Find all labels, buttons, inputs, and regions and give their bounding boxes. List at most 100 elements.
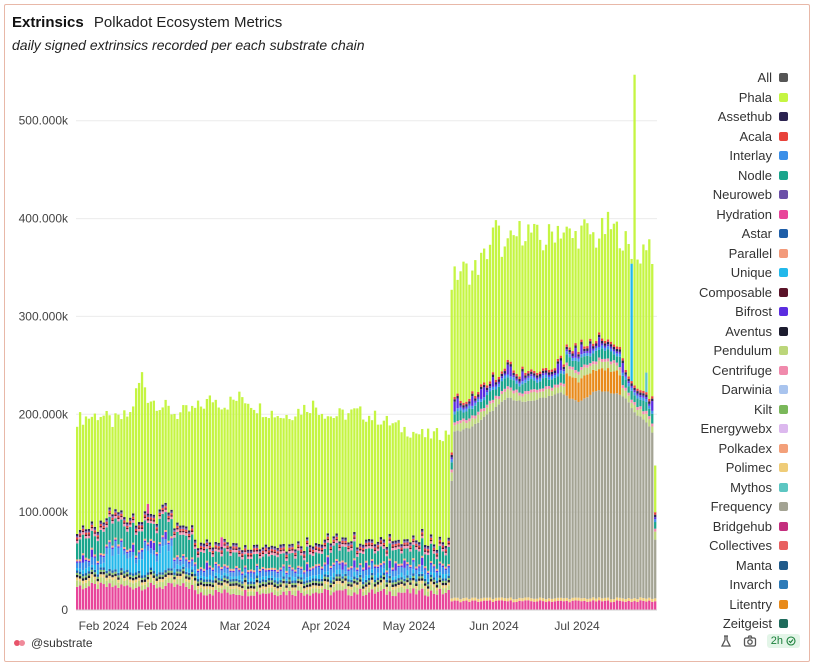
- bar-segment-pendulum[interactable]: [205, 589, 209, 596]
- bar-segment-neuroweb[interactable]: [123, 519, 126, 521]
- bar-segment-pendulum[interactable]: [370, 582, 374, 590]
- bar-segment-pendulum[interactable]: [87, 580, 91, 587]
- bar-segment-bifrost[interactable]: [220, 568, 223, 571]
- bar-segment-pendulum[interactable]: [291, 590, 294, 595]
- bar-segment-polimec[interactable]: [226, 583, 229, 587]
- bar-segment-acala[interactable]: [544, 367, 548, 371]
- bar-segment-frequency[interactable]: [556, 393, 560, 598]
- bar-segment-interlay[interactable]: [624, 376, 627, 380]
- bar-segment-assethub[interactable]: [264, 544, 268, 547]
- bar-segment-astar[interactable]: [282, 576, 285, 579]
- bar-segment-assethub[interactable]: [258, 549, 262, 552]
- bar-segment-astar[interactable]: [435, 580, 439, 584]
- bar-segment-astar[interactable]: [78, 571, 82, 575]
- bar-segment-pendulum[interactable]: [90, 577, 94, 583]
- bar-segment-acala[interactable]: [527, 370, 530, 374]
- bar-segment-neuroweb[interactable]: [105, 520, 108, 522]
- bar-segment-hydration[interactable]: [308, 595, 312, 610]
- bar-segment-frequency[interactable]: [550, 395, 554, 599]
- bar-segment-assethub[interactable]: [565, 346, 568, 350]
- bar-segment-composable[interactable]: [429, 539, 433, 542]
- bar-segment-aventus[interactable]: [376, 582, 380, 585]
- bar-segment-interlay[interactable]: [556, 373, 560, 377]
- bar-segment-centrifuge[interactable]: [432, 551, 436, 554]
- bar-segment-assethub[interactable]: [140, 522, 144, 525]
- bar-segment-centrifuge[interactable]: [539, 388, 542, 392]
- bar-segment-frequency[interactable]: [474, 423, 477, 598]
- bar-segment-astar[interactable]: [415, 579, 418, 582]
- bar-segment-bifrost[interactable]: [550, 374, 554, 377]
- bar-segment-interlay[interactable]: [562, 371, 565, 375]
- bar-segment-acala[interactable]: [199, 546, 203, 548]
- bar-segment-interlay[interactable]: [341, 569, 344, 574]
- bar-segment-interlay[interactable]: [453, 411, 456, 415]
- bar-segment-neuroweb[interactable]: [90, 523, 94, 525]
- bar-segment-parallel[interactable]: [244, 565, 247, 568]
- bar-segment-polimec[interactable]: [468, 598, 471, 602]
- bar-segment-phala[interactable]: [347, 413, 350, 543]
- bar-segment-neuroweb[interactable]: [435, 551, 439, 554]
- bar-segment-acala[interactable]: [238, 550, 241, 553]
- bar-segment-assethub[interactable]: [255, 544, 259, 547]
- bar-segment-astar[interactable]: [429, 574, 433, 578]
- bar-segment-bifrost[interactable]: [291, 569, 294, 571]
- bar-segment-pendulum[interactable]: [129, 582, 132, 588]
- bar-segment-neuroweb[interactable]: [444, 547, 447, 550]
- bar-segment-bifrost[interactable]: [182, 556, 185, 558]
- bar-segment-bifrost[interactable]: [76, 561, 79, 563]
- bar-segment-centrifuge[interactable]: [323, 546, 327, 549]
- bar-segment-composable[interactable]: [238, 552, 241, 555]
- bar-segment-hydration[interactable]: [376, 591, 380, 610]
- bar-segment-unique[interactable]: [300, 574, 303, 578]
- bar-segment-nodle[interactable]: [373, 553, 377, 565]
- bar-segment-pendulum[interactable]: [382, 582, 386, 589]
- bar-segment-bifrost[interactable]: [494, 384, 498, 387]
- bar-segment-pendulum[interactable]: [506, 389, 509, 398]
- bar-segment-assethub[interactable]: [367, 539, 371, 541]
- bar-segment-phala[interactable]: [185, 405, 188, 527]
- bar-segment-litentry[interactable]: [583, 375, 586, 399]
- bar-segment-bifrost[interactable]: [465, 406, 468, 409]
- bar-segment-interlay[interactable]: [84, 561, 88, 569]
- bar-segment-neuroweb[interactable]: [432, 546, 436, 548]
- bar-segment-bifrost[interactable]: [93, 556, 96, 558]
- bar-segment-unique[interactable]: [132, 555, 135, 574]
- bar-segment-composable[interactable]: [264, 549, 268, 552]
- bar-segment-phala[interactable]: [639, 263, 642, 391]
- bar-segment-bifrost[interactable]: [205, 562, 209, 570]
- bar-segment-phala[interactable]: [117, 414, 120, 513]
- bar-segment-acala[interactable]: [598, 332, 601, 335]
- bar-segment-aventus[interactable]: [359, 579, 362, 582]
- bar-segment-centrifuge[interactable]: [126, 529, 129, 532]
- bar-segment-unique[interactable]: [202, 576, 206, 580]
- bar-segment-nodle[interactable]: [379, 546, 383, 564]
- bar-segment-hydration[interactable]: [382, 588, 386, 610]
- bar-segment-interlay[interactable]: [276, 573, 279, 578]
- bar-segment-polimec[interactable]: [630, 598, 633, 602]
- bar-segment-unique[interactable]: [359, 572, 362, 575]
- bar-segment-polimec[interactable]: [432, 584, 436, 588]
- bar-segment-unique[interactable]: [155, 561, 158, 575]
- bar-segment-unique[interactable]: [111, 555, 114, 571]
- bar-segment-nodle[interactable]: [214, 551, 217, 562]
- bar-segment-acala[interactable]: [385, 550, 388, 553]
- bar-segment-nodle[interactable]: [370, 548, 374, 560]
- bar-segment-bifrost[interactable]: [450, 457, 453, 460]
- bar-segment-nodle[interactable]: [412, 544, 415, 559]
- bar-segment-hydration[interactable]: [503, 600, 506, 610]
- bar-segment-centrifuge[interactable]: [580, 366, 583, 370]
- bar-segment-frequency[interactable]: [577, 401, 580, 598]
- bar-segment-unique[interactable]: [208, 575, 212, 580]
- bar-segment-unique[interactable]: [288, 575, 291, 578]
- bar-segment-assethub[interactable]: [111, 514, 114, 517]
- bar-segment-neuroweb[interactable]: [196, 550, 200, 552]
- bar-segment-centrifuge[interactable]: [264, 551, 268, 554]
- bar-segment-phala[interactable]: [589, 234, 592, 339]
- bar-segment-bifrost[interactable]: [285, 572, 288, 575]
- bar-segment-phala[interactable]: [615, 221, 619, 347]
- bar-segment-acala[interactable]: [308, 548, 312, 551]
- bar-segment-pendulum[interactable]: [223, 585, 226, 590]
- bar-segment-nodle[interactable]: [609, 351, 613, 362]
- bar-segment-bifrost[interactable]: [485, 390, 489, 393]
- bar-segment-astar[interactable]: [232, 578, 235, 582]
